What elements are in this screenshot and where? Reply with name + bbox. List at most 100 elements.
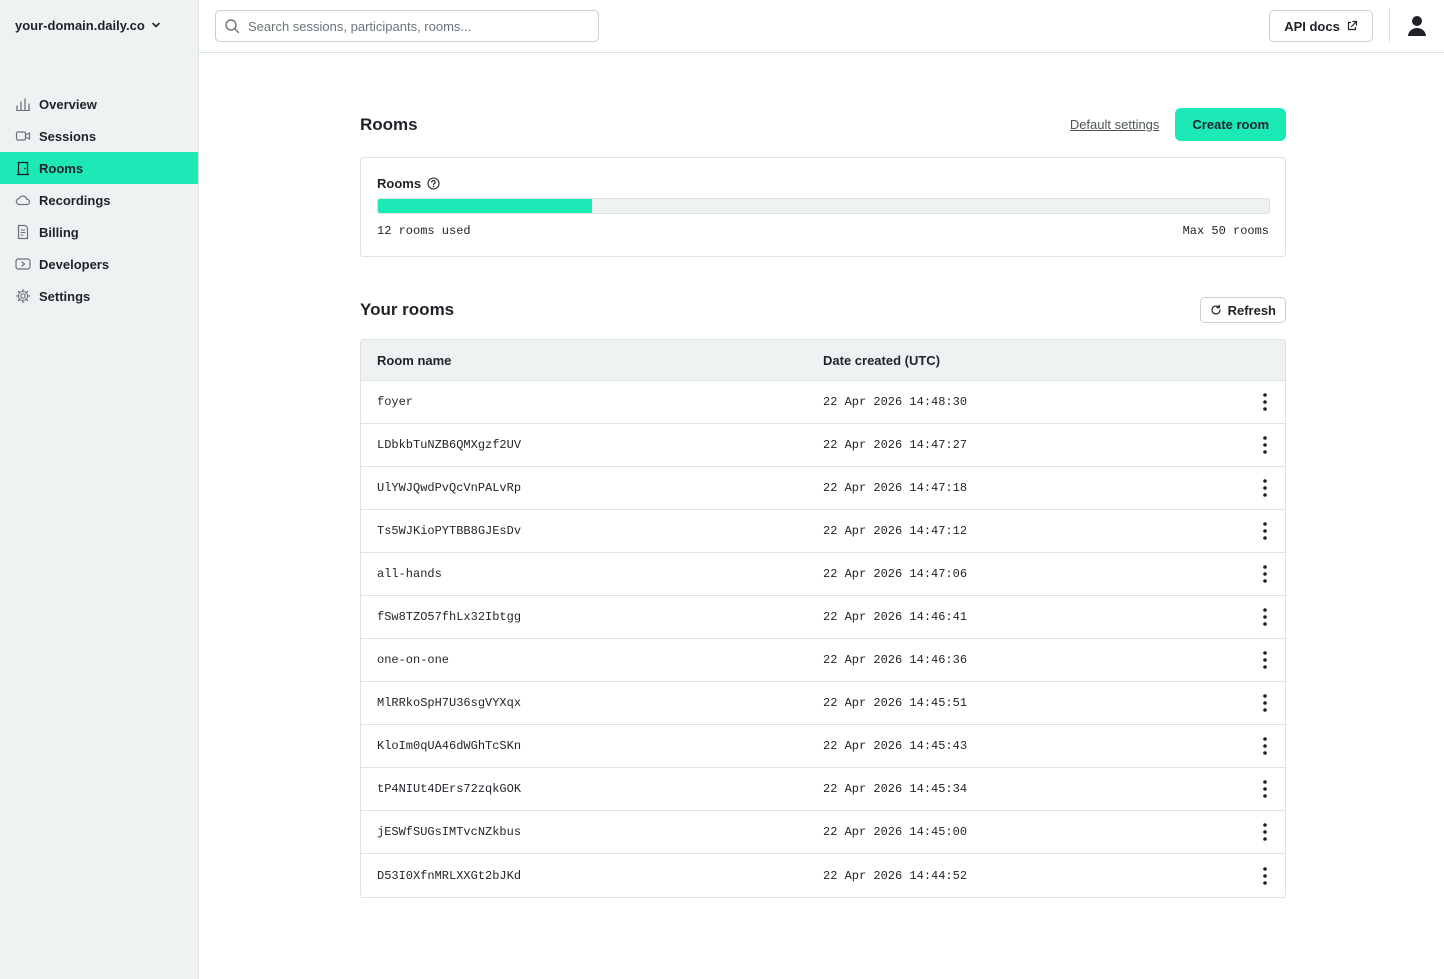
sidebar-item-rooms[interactable]: Rooms xyxy=(0,152,198,184)
sidebar-item-recordings[interactable]: Recordings xyxy=(0,184,198,216)
external-link-icon xyxy=(1347,20,1357,31)
row-menu-button[interactable] xyxy=(1255,519,1275,543)
usage-footer: 12 rooms used Max 50 rooms xyxy=(377,224,1269,238)
room-name-cell[interactable]: Ts5WJKioPYTBB8GJEsDv xyxy=(377,524,522,538)
api-docs-button[interactable]: API docs xyxy=(1269,10,1373,42)
sidebar-item-label: Settings xyxy=(39,288,91,304)
table-row[interactable]: fSw8TZO57fhLx32Ibtgg 22 Apr 2026 14:46:41 xyxy=(361,596,1285,639)
help-icon[interactable] xyxy=(427,176,440,190)
sidebar-item-overview[interactable]: Overview xyxy=(0,88,198,120)
row-menu-button[interactable] xyxy=(1255,820,1275,844)
refresh-button[interactable]: Refresh xyxy=(1199,297,1286,323)
row-menu-button[interactable] xyxy=(1255,691,1275,715)
more-vertical-icon xyxy=(1263,393,1267,411)
table-row[interactable]: jESWfSUGsIMTvcNZkbus 22 Apr 2026 14:45:00 xyxy=(361,811,1285,854)
sidebar-item-label: Billing xyxy=(39,224,79,240)
rooms-usage-bar xyxy=(377,198,1270,214)
row-menu-button[interactable] xyxy=(1255,476,1275,500)
rooms-usage-card: Rooms 12 rooms used Max 50 rooms xyxy=(360,157,1286,257)
room-name-cell[interactable]: MlRRkoSpH7U36sgVYXqx xyxy=(377,696,522,710)
table-row[interactable]: MlRRkoSpH7U36sgVYXqx 22 Apr 2026 14:45:51 xyxy=(361,682,1285,725)
refresh-label: Refresh xyxy=(1227,302,1276,318)
usage-title: Rooms xyxy=(377,174,1269,192)
table-header: Room name Date created (UTC) xyxy=(361,340,1285,381)
table-body: foyer 22 Apr 2026 14:48:30 LDbkbTuNZB6QMXg… xyxy=(361,381,1285,897)
room-name-cell[interactable]: foyer xyxy=(377,395,414,409)
date-created-cell: 22 Apr 2026 14:47:18 xyxy=(823,481,968,495)
sidebar-item-label: Overview xyxy=(39,96,97,112)
date-created-cell: 22 Apr 2026 14:47:06 xyxy=(823,567,968,581)
table-row[interactable]: D53I0XfnMRLXXGt2bJKd 22 Apr 2026 14:44:52 xyxy=(361,854,1285,897)
room-name-cell[interactable]: fSw8TZO57fhLx32Ibtgg xyxy=(377,610,522,624)
room-name-cell[interactable]: UlYWJQwdPvQcVnPALvRp xyxy=(377,481,522,495)
row-menu-button[interactable] xyxy=(1255,864,1275,888)
date-created-cell: 22 Apr 2026 14:46:36 xyxy=(823,653,968,667)
date-created-cell: 22 Apr 2026 14:47:12 xyxy=(823,524,968,538)
date-created-cell: 22 Apr 2026 14:45:51 xyxy=(823,696,968,710)
table-row[interactable]: LDbkbTuNZB6QMXgzf2UV 22 Apr 2026 14:47:27 xyxy=(361,424,1285,467)
search-box[interactable] xyxy=(215,10,599,42)
sidebar-item-developers[interactable]: Developers xyxy=(0,248,198,280)
room-name-cell[interactable]: D53I0XfnMRLXXGt2bJKd xyxy=(377,868,522,883)
domain-switcher[interactable]: your-domain.daily.co xyxy=(15,16,161,34)
more-vertical-icon xyxy=(1263,436,1267,454)
door-icon xyxy=(15,160,31,176)
user-icon[interactable] xyxy=(1407,15,1427,37)
page-title: Rooms xyxy=(360,114,418,134)
date-created-cell: 22 Apr 2026 14:45:34 xyxy=(823,782,968,796)
sidebar-item-sessions[interactable]: Sessions xyxy=(0,120,198,152)
rooms-used-text: 12 rooms used xyxy=(377,224,471,238)
room-name-cell[interactable]: LDbkbTuNZB6QMXgzf2UV xyxy=(377,438,522,452)
page-header: Rooms Default settings Create room xyxy=(360,108,1286,141)
date-created-cell: 22 Apr 2026 14:48:30 xyxy=(823,395,968,409)
row-menu-button[interactable] xyxy=(1255,648,1275,672)
column-header-room-name: Room name xyxy=(377,352,452,368)
more-vertical-icon xyxy=(1263,694,1267,712)
room-name-cell[interactable]: all-hands xyxy=(377,567,442,581)
rooms-usage-fill xyxy=(378,199,592,213)
sidebar-item-label: Developers xyxy=(39,256,110,272)
table-row[interactable]: Ts5WJKioPYTBB8GJEsDv 22 Apr 2026 14:47:12 xyxy=(361,510,1285,553)
table-row[interactable]: foyer 22 Apr 2026 14:48:30 xyxy=(361,381,1285,424)
table-row[interactable]: all-hands 22 Apr 2026 14:47:06 xyxy=(361,553,1285,596)
table-row[interactable]: tP4NIUt4DErs72zqkGOK 22 Apr 2026 14:45:34 xyxy=(361,768,1285,811)
row-menu-button[interactable] xyxy=(1255,605,1275,629)
more-vertical-icon xyxy=(1263,737,1267,755)
create-room-button[interactable]: Create room xyxy=(1175,108,1286,141)
sidebar-item-settings[interactable]: Settings xyxy=(0,280,198,312)
chevron-down-icon xyxy=(151,22,160,28)
table-row[interactable]: KloIm0qUA46dWGhTcSKn 22 Apr 2026 14:45:43 xyxy=(361,725,1285,768)
room-name-cell[interactable]: jESWfSUGsIMTvcNZkbus xyxy=(377,825,522,839)
default-settings-link[interactable]: Default settings xyxy=(1069,117,1160,132)
column-header-date-created: Date created (UTC) xyxy=(823,352,941,368)
more-vertical-icon xyxy=(1263,522,1267,540)
date-created-cell: 22 Apr 2026 14:46:41 xyxy=(823,610,968,624)
table-row[interactable]: UlYWJQwdPvQcVnPALvRp 22 Apr 2026 14:47:18 xyxy=(361,467,1285,510)
more-vertical-icon xyxy=(1263,651,1267,669)
room-name-cell[interactable]: tP4NIUt4DErs72zqkGOK xyxy=(377,782,522,796)
rooms-table: Room name Date created (UTC) foyer 22 Apr… xyxy=(360,339,1286,898)
row-menu-button[interactable] xyxy=(1255,777,1275,801)
sidebar-item-billing[interactable]: Billing xyxy=(0,216,198,248)
search-icon xyxy=(225,19,240,34)
more-vertical-icon xyxy=(1263,780,1267,798)
date-created-cell: 22 Apr 2026 14:45:43 xyxy=(823,739,968,753)
more-vertical-icon xyxy=(1263,608,1267,626)
refresh-icon xyxy=(1210,304,1221,315)
sidebar: your-domain.daily.co Overview Sessions R… xyxy=(0,0,199,979)
row-menu-button[interactable] xyxy=(1255,734,1275,758)
date-created-cell: 22 Apr 2026 14:44:52 xyxy=(823,868,968,883)
table-row[interactable]: one-on-one 22 Apr 2026 14:46:36 xyxy=(361,639,1285,682)
code-icon xyxy=(15,256,31,272)
api-docs-label: API docs xyxy=(1284,18,1340,34)
row-menu-button[interactable] xyxy=(1255,562,1275,586)
cloud-icon xyxy=(15,192,31,208)
room-name-cell[interactable]: one-on-one xyxy=(377,653,450,667)
row-menu-button[interactable] xyxy=(1255,390,1275,414)
usage-title-label: Rooms xyxy=(377,175,422,191)
search-input[interactable] xyxy=(248,18,578,34)
row-menu-button[interactable] xyxy=(1255,433,1275,457)
room-name-cell[interactable]: KloIm0qUA46dWGhTcSKn xyxy=(377,739,522,753)
more-vertical-icon xyxy=(1263,823,1267,841)
receipt-icon xyxy=(15,224,31,240)
